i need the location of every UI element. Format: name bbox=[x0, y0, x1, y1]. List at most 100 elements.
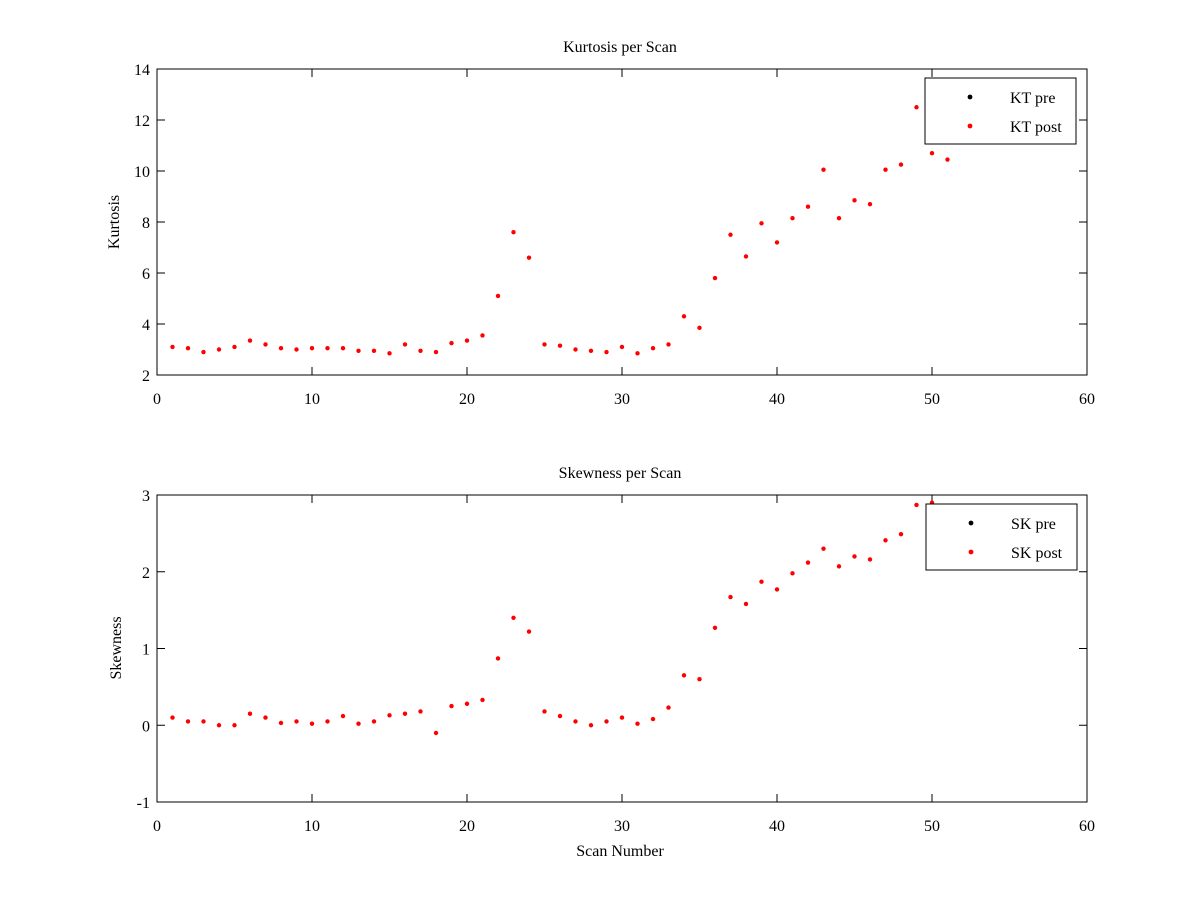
kurtosis-series1-point bbox=[247, 338, 253, 343]
skewness-series1-point bbox=[185, 719, 191, 724]
kurtosis-series1-point bbox=[666, 342, 671, 347]
skewness-series1-point bbox=[371, 719, 377, 724]
kurtosis-series1-point bbox=[619, 344, 625, 350]
skewness-x-tick-label: 20 bbox=[459, 818, 475, 835]
kurtosis-series1-point bbox=[712, 275, 718, 281]
kurtosis-series1-point bbox=[604, 349, 609, 355]
kurtosis-series1-point bbox=[232, 344, 237, 350]
kurtosis-legend-marker bbox=[967, 94, 973, 100]
skewness-legend-marker bbox=[968, 549, 974, 555]
kurtosis-series1-point bbox=[821, 167, 826, 172]
kurtosis-series1-point bbox=[635, 351, 640, 356]
kurtosis-series1-point bbox=[185, 346, 191, 351]
kurtosis-series1-point bbox=[278, 346, 284, 351]
kurtosis-y-tick-label: 10 bbox=[134, 164, 150, 181]
skewness-series1-point bbox=[542, 709, 547, 714]
skewness-series1-point bbox=[728, 594, 733, 600]
skewness-series1-point bbox=[635, 721, 640, 726]
kurtosis-legend-label: KT pre bbox=[1010, 90, 1055, 107]
skewness-series1-point bbox=[340, 713, 346, 719]
skewness-series1-point bbox=[449, 703, 454, 709]
kurtosis-series1-point bbox=[836, 215, 842, 221]
kurtosis-series1-point bbox=[573, 347, 578, 352]
kurtosis-series1-point bbox=[309, 346, 315, 351]
kurtosis-series1-point bbox=[929, 150, 935, 156]
skewness-series1-point bbox=[805, 560, 811, 565]
kurtosis-series1-point bbox=[697, 325, 702, 331]
skewness-y-axis-label: Skewness bbox=[108, 616, 125, 679]
kurtosis-series1-point bbox=[263, 342, 268, 347]
kurtosis-series1-point bbox=[774, 240, 780, 245]
skewness-series1-point bbox=[790, 571, 795, 576]
kurtosis-series1-point bbox=[867, 201, 873, 207]
skewness-series1-point bbox=[898, 531, 904, 537]
skewness-series1-point bbox=[263, 715, 268, 720]
kurtosis-series1-point bbox=[464, 338, 470, 343]
skewness-y-tick-label: 0 bbox=[142, 718, 150, 735]
skewness-series1-point bbox=[325, 719, 330, 724]
skewness-x-tick-label: 30 bbox=[614, 818, 630, 835]
skewness-series1-point bbox=[743, 601, 749, 607]
kurtosis-x-tick-label: 0 bbox=[153, 391, 161, 408]
skewness-series1-point bbox=[619, 715, 625, 720]
skewness-series1-point bbox=[278, 720, 284, 726]
skewness-series1-point bbox=[759, 579, 764, 584]
kurtosis-series1-point bbox=[588, 348, 594, 353]
kurtosis-y-tick-label: 6 bbox=[142, 266, 150, 283]
skewness-y-tick-label: 1 bbox=[142, 642, 150, 659]
skewness-legend-box bbox=[925, 503, 1078, 571]
kurtosis-series1-point bbox=[495, 293, 501, 299]
skewness-x-tick-label: 50 bbox=[924, 818, 940, 835]
kurtosis-series1-point bbox=[805, 204, 811, 209]
kurtosis-series1-point bbox=[387, 351, 392, 356]
skewness-legend-label: SK post bbox=[1011, 545, 1063, 562]
skewness-x-axis-label: Scan Number bbox=[576, 843, 664, 860]
skewness-series1-point bbox=[666, 705, 671, 710]
kurtosis-series1-point bbox=[480, 333, 485, 338]
kurtosis-legend-box bbox=[924, 77, 1077, 145]
kurtosis-panel: Kurtosis per Scan Kurtosis 0 10 20 30 40 50 60… bbox=[106, 39, 1095, 408]
kurtosis-series1-point bbox=[898, 162, 904, 167]
skewness-series1-point bbox=[170, 715, 175, 720]
kurtosis-series1-point bbox=[650, 346, 656, 351]
kurtosis-series1-point bbox=[743, 254, 749, 259]
skewness-series1-point bbox=[697, 677, 702, 682]
skewness-legend: SK pre SK post bbox=[925, 503, 1078, 571]
skewness-series1-point bbox=[557, 713, 563, 719]
skewness-series1-point bbox=[247, 711, 253, 716]
skewness-series1-point bbox=[573, 719, 578, 724]
skewness-series1-point bbox=[712, 625, 718, 630]
skewness-series1-point bbox=[232, 723, 237, 728]
skewness-y-tick-label: 3 bbox=[142, 488, 150, 505]
skewness-series1-point bbox=[681, 673, 687, 678]
kurtosis-series1-point bbox=[201, 349, 206, 355]
kurtosis-series1-point bbox=[216, 347, 222, 352]
kurtosis-y-axis-label: Kurtosis bbox=[106, 195, 123, 249]
kurtosis-legend-marker bbox=[967, 123, 973, 129]
skewness-series1-point bbox=[852, 554, 857, 559]
kurtosis-y-tick-label: 12 bbox=[134, 113, 150, 130]
kurtosis-series1-point bbox=[449, 340, 454, 346]
skewness-legend-label: SK pre bbox=[1011, 516, 1056, 533]
skewness-x-tick-label: 60 bbox=[1079, 818, 1095, 835]
skewness-series1-point bbox=[604, 719, 609, 724]
kurtosis-plot-area: 0 10 20 30 40 50 60 2 4 6 8 10 12 14 KT pre KT post bbox=[134, 62, 1095, 408]
skewness-series1-point bbox=[914, 502, 919, 508]
kurtosis-x-tick-label: 40 bbox=[769, 391, 785, 408]
skewness-series1-point bbox=[464, 701, 470, 706]
kurtosis-series1-point bbox=[433, 349, 439, 355]
kurtosis-x-tick-label: 50 bbox=[924, 391, 940, 408]
skewness-x-tick-label: 40 bbox=[769, 818, 785, 835]
kurtosis-title: Kurtosis per Scan bbox=[563, 39, 677, 56]
kurtosis-series1-point bbox=[170, 344, 175, 350]
skewness-series1-point bbox=[216, 723, 222, 728]
skewness-series1-point bbox=[418, 709, 423, 714]
skewness-series1-point bbox=[201, 719, 206, 724]
kurtosis-series1-point bbox=[945, 157, 950, 162]
kurtosis-series1-point bbox=[511, 230, 516, 235]
kurtosis-x-tick-label: 10 bbox=[304, 391, 320, 408]
kurtosis-x-tick-label: 30 bbox=[614, 391, 630, 408]
kurtosis-legend: KT pre KT post bbox=[924, 77, 1077, 145]
